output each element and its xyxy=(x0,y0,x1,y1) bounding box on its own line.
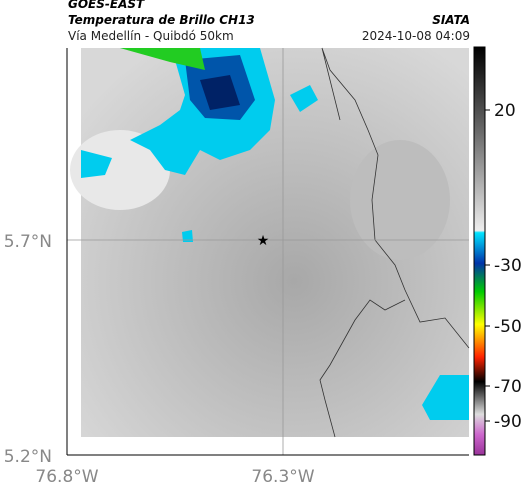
lat-label: 5.7°N xyxy=(4,232,52,252)
map: ★ xyxy=(66,47,470,456)
colorbar-tick-label: -90 xyxy=(494,412,522,432)
source: GOES-EAST xyxy=(68,0,145,11)
route: Vía Medellín - Quibdó 50km xyxy=(68,29,234,43)
agency: SIATA xyxy=(432,13,470,27)
colorbar-tick-label: 20 xyxy=(494,101,516,121)
svg-text:★: ★ xyxy=(257,233,270,249)
colorbar-ticks: 20 -30 -50 -70 -90 xyxy=(485,101,522,432)
colorbar-tick-label: -30 xyxy=(494,256,522,276)
colorbar-tick-label: -50 xyxy=(494,317,522,337)
lon-label: 76.3°W xyxy=(251,467,314,487)
colorbar-tick-label: -70 xyxy=(494,377,522,397)
lat-label: 5.2°N xyxy=(4,447,52,467)
colorbar xyxy=(473,46,486,456)
product: Temperatura de Brillo CH13 xyxy=(68,13,255,27)
lon-label: 76.8°W xyxy=(35,467,98,487)
timestamp: 2024-10-08 04:09 xyxy=(362,29,470,43)
